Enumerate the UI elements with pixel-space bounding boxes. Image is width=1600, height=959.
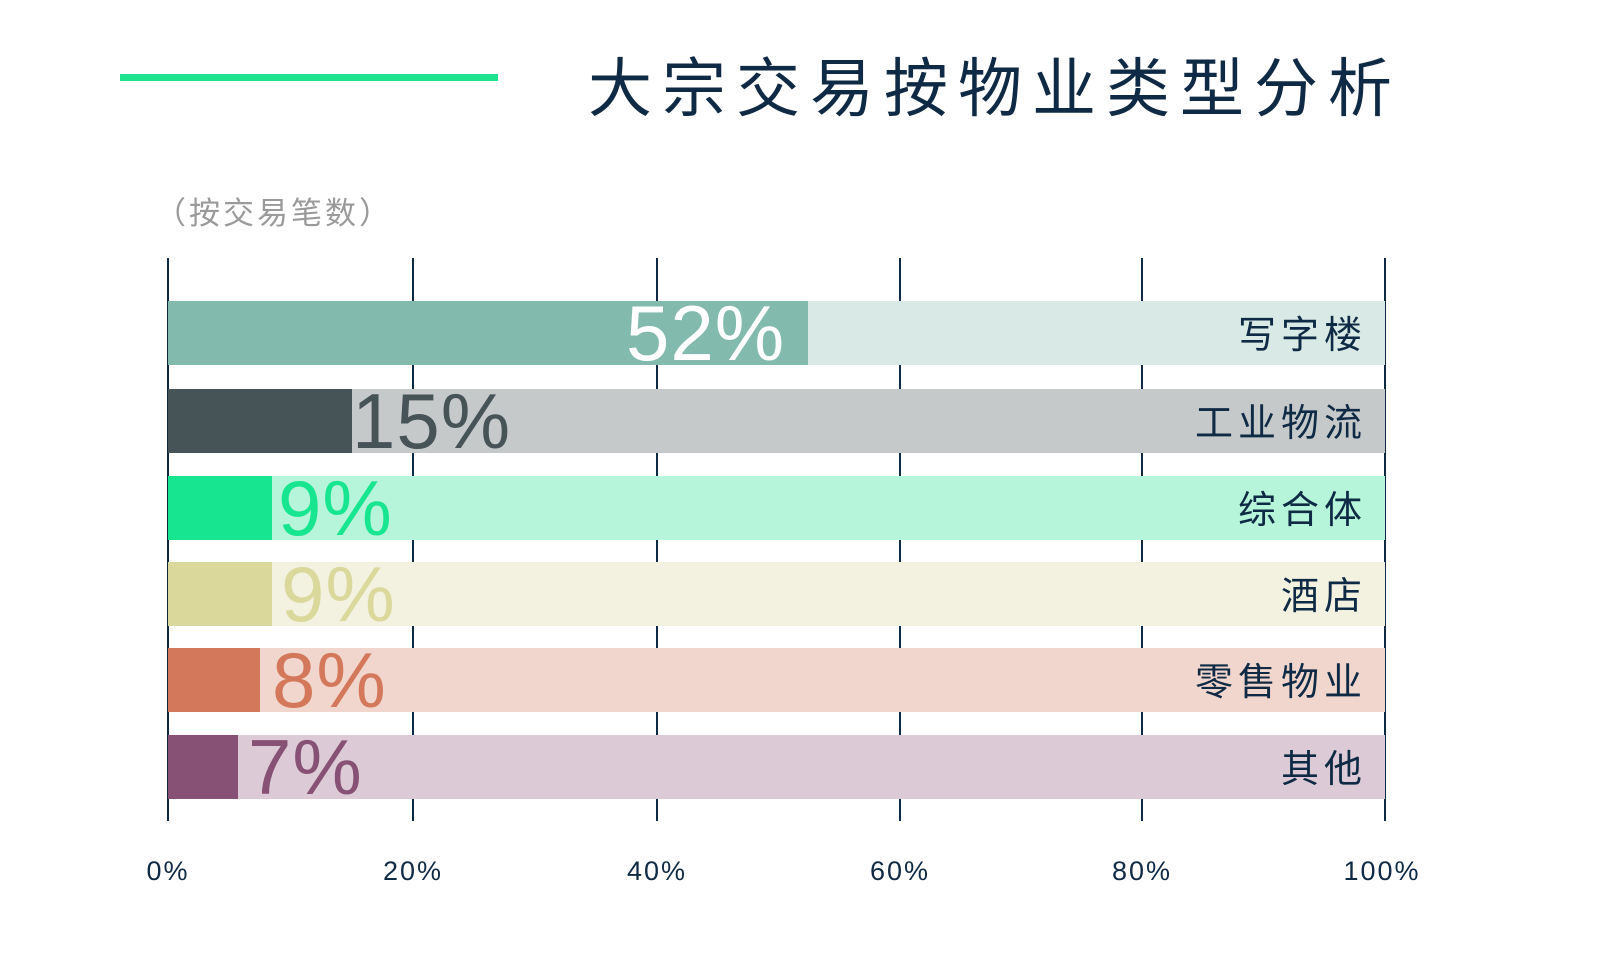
bar-category-label: 综合体 (1237, 488, 1367, 532)
bar-fill (168, 476, 272, 540)
bar-fill (168, 735, 238, 799)
bar-fill (168, 301, 808, 365)
bar-value-label: 15% (352, 377, 512, 465)
bar-row: 8% 零售物业 (168, 638, 1385, 722)
bar-row: 9% 综合体 (168, 466, 1385, 550)
title-accent-line (120, 74, 498, 81)
chart-title: 大宗交易按物业类型分析 (588, 53, 1402, 127)
bar-row: 9% 酒店 (168, 552, 1385, 636)
gridline-100 (1384, 258, 1386, 821)
x-tick-label: 0% (146, 856, 190, 886)
bar-value-label: 8% (272, 636, 387, 724)
bar-category-label: 零售物业 (1194, 660, 1367, 704)
bar-fill (168, 562, 272, 626)
x-tick-label: 80% (1111, 856, 1173, 886)
bar-category-label: 酒店 (1280, 574, 1367, 618)
x-tick-label: 20% (382, 856, 444, 886)
bar-row: 7% 其他 (168, 725, 1385, 809)
bar-row: 52% 写字楼 (168, 291, 1385, 375)
x-tick-label: 40% (626, 856, 688, 886)
bar-fill (168, 389, 352, 453)
bar-category-label: 写字楼 (1237, 313, 1367, 357)
bar-value-label: 9% (281, 550, 396, 638)
bar-category-label: 其他 (1280, 747, 1367, 791)
x-tick-label: 60% (869, 856, 931, 886)
bar-value-label: 7% (248, 723, 363, 811)
bar-value-label: 52% (626, 289, 786, 377)
bar-row: 15% 工业物流 (168, 379, 1385, 463)
bar-value-label: 9% (278, 464, 393, 552)
chart-subtitle: （按交易笔数） (155, 196, 393, 232)
x-tick-label: 100% (1343, 856, 1421, 886)
bar-category-label: 工业物流 (1194, 401, 1367, 445)
bar-fill (168, 648, 260, 712)
